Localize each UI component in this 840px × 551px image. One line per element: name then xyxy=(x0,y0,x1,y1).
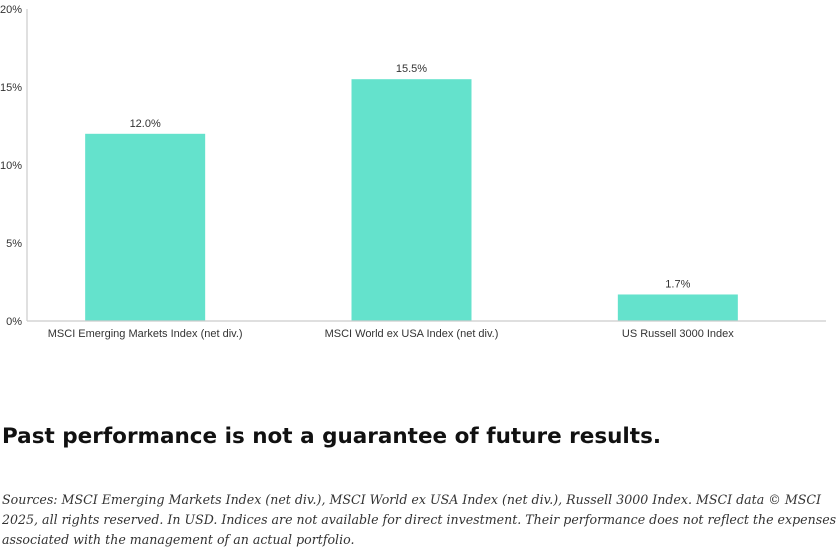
bar xyxy=(85,133,206,321)
x-category-label: MSCI Emerging Markets Index (net div.) xyxy=(48,328,243,340)
bar-chart: 0% 5% 10% 15% 20% 12.0% 15.5% 1.7% MSCI Emergi… xyxy=(0,4,826,340)
y-tick-label: 10% xyxy=(0,160,22,172)
x-axis: MSCI Emerging Markets Index (net div.) MS… xyxy=(27,320,826,340)
sources-note: Sources: MSCI Emerging Markets Index (ne… xyxy=(2,492,837,547)
bars: 12.0% 15.5% 1.7% xyxy=(85,63,738,321)
bar-value-label: 1.7% xyxy=(665,278,690,290)
y-axis: 0% 5% 10% 15% 20% xyxy=(0,4,28,328)
y-tick-label: 15% xyxy=(0,82,22,94)
y-tick-label: 20% xyxy=(0,4,22,16)
x-category-label: MSCI World ex USA Index (net div.) xyxy=(325,328,499,340)
y-tick-label: 5% xyxy=(6,238,22,250)
bar xyxy=(351,79,472,321)
bar xyxy=(617,294,738,321)
disclaimer-headline: Past performance is not a guarantee of f… xyxy=(2,424,662,449)
bar-value-label: 12.0% xyxy=(130,118,161,130)
y-tick-label: 0% xyxy=(6,316,22,328)
bar-value-label: 15.5% xyxy=(396,63,427,75)
x-category-label: US Russell 3000 Index xyxy=(622,328,734,340)
